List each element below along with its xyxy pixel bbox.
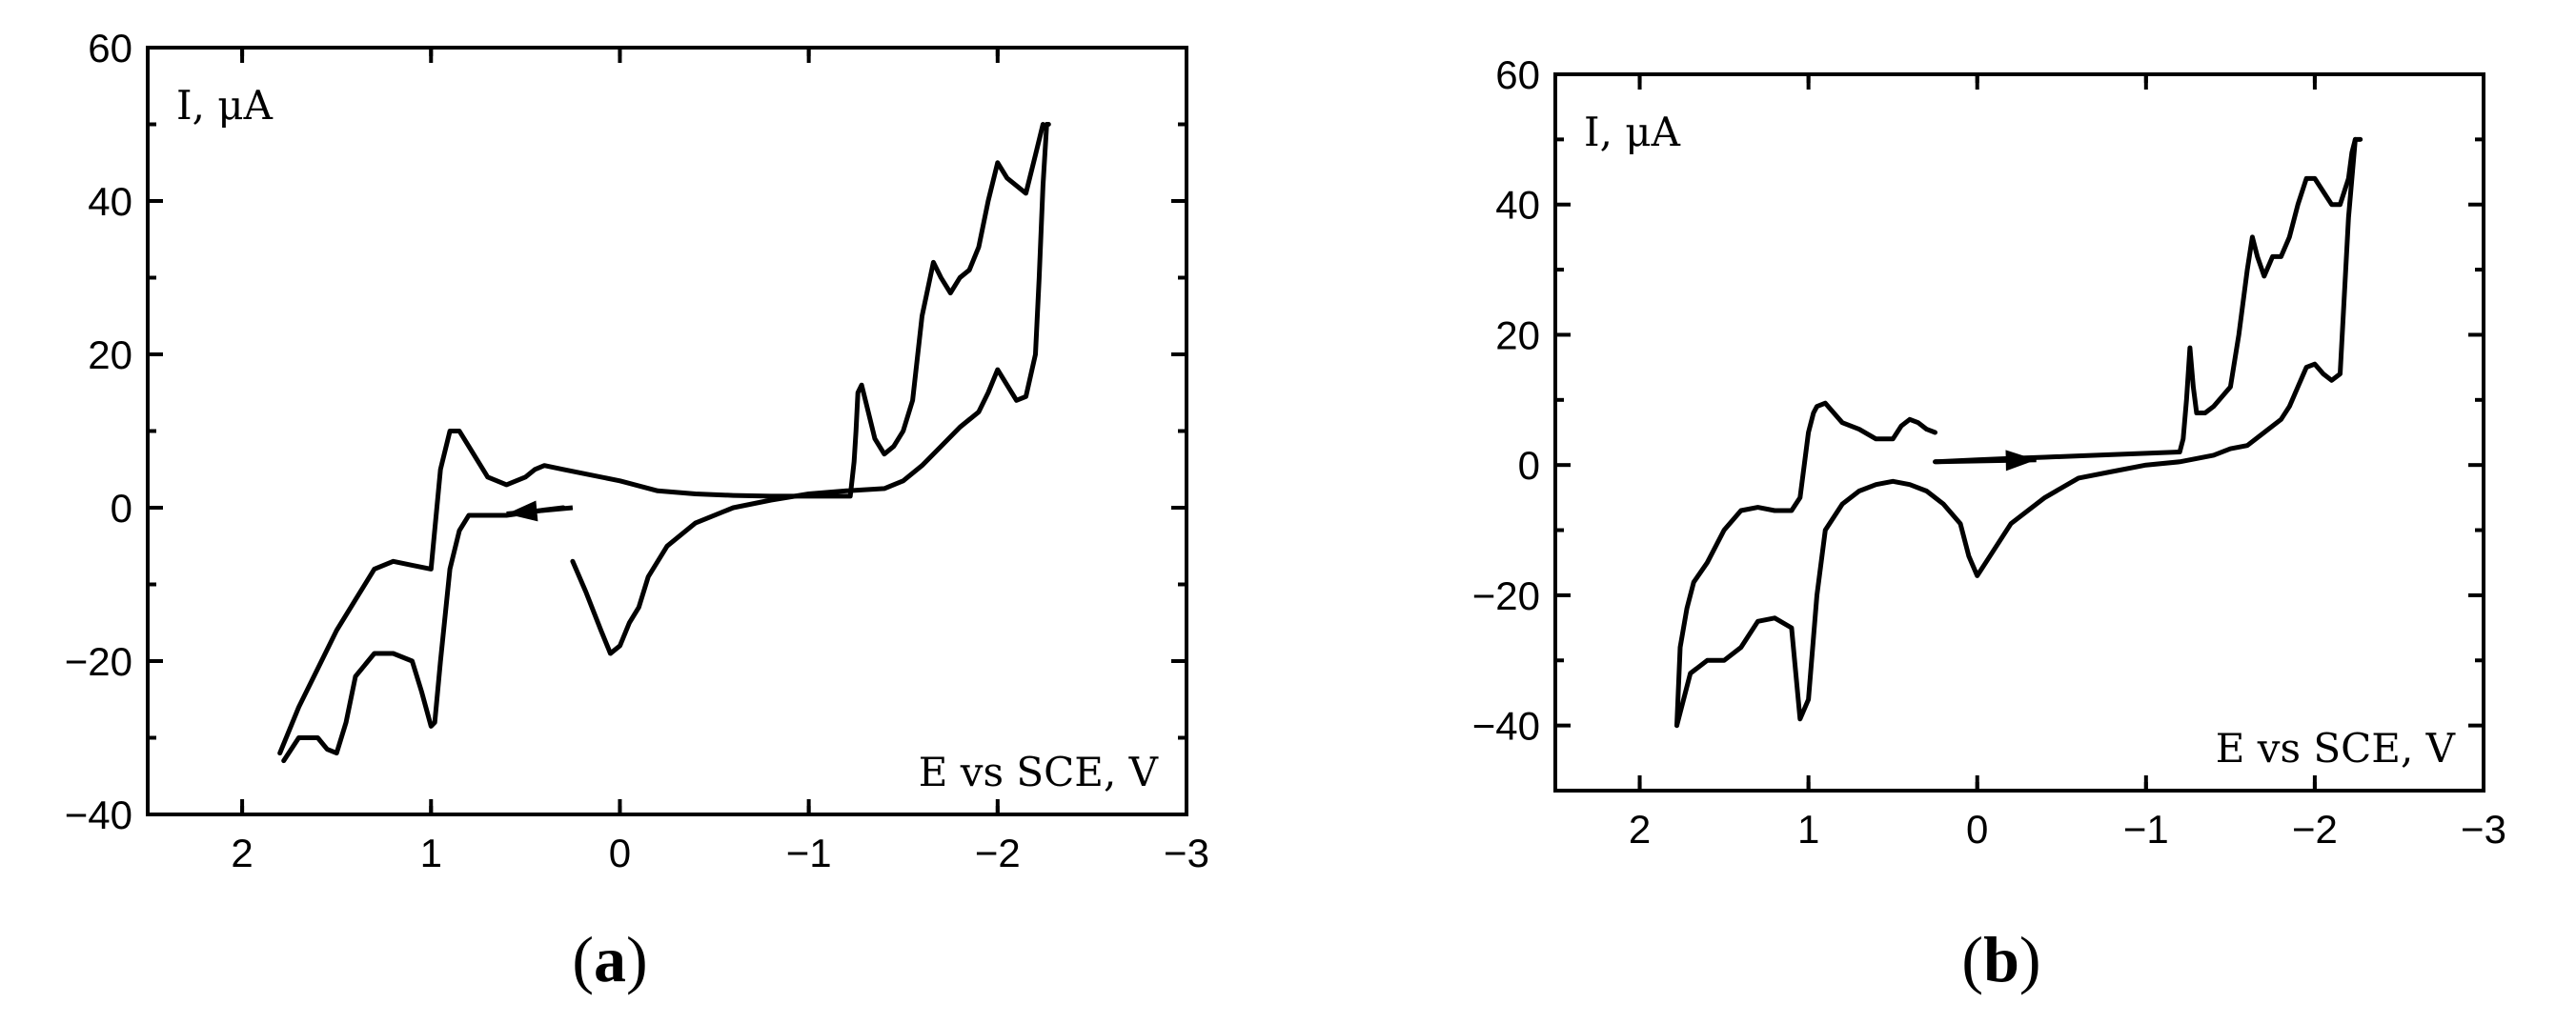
x-tick-label: −3: [2461, 807, 2506, 852]
x-tick-label: 1: [1797, 807, 1819, 852]
x-tick-label: 0: [609, 831, 631, 875]
caption-letter: a: [594, 923, 626, 995]
y-tick-label: 20: [88, 332, 132, 377]
scan-direction-arrow-head: [506, 500, 538, 522]
x-tick-label: 2: [1629, 807, 1651, 852]
caption-open-paren: (: [1961, 923, 1983, 995]
y-axis-label: I, μA: [1584, 109, 1681, 155]
y-tick-label: −20: [65, 639, 132, 684]
y-tick-label: 60: [88, 26, 132, 70]
y-tick-label: 0: [1518, 443, 1540, 488]
scan-direction-arrow-head: [2005, 450, 2037, 472]
caption-letter: b: [1983, 923, 2019, 995]
series-2-line: [1674, 136, 2358, 729]
y-tick-label: 60: [1495, 52, 1540, 97]
y-tick-label: −20: [1472, 573, 1540, 618]
x-axis-label: E vs SCE, V: [2216, 725, 2456, 772]
caption-open-paren: (: [572, 923, 594, 995]
y-tick-label: 0: [111, 486, 132, 531]
caption-close-paren: ): [2019, 923, 2041, 995]
x-tick-label: −1: [786, 831, 832, 875]
panel-caption: (a): [572, 923, 647, 995]
series-1-line: [570, 122, 1051, 656]
x-axis-label: E vs SCE, V: [919, 749, 1159, 795]
x-tick-label: 2: [231, 831, 253, 875]
x-tick-label: 1: [420, 831, 442, 875]
series-1-line: [1933, 136, 2363, 465]
y-tick-label: −40: [65, 793, 132, 837]
y-tick-label: 20: [1495, 312, 1540, 357]
y-tick-label: 40: [88, 179, 132, 224]
chart-panel-b: 2 1 0 −1 −2 −3 60 40 20 0 −20 −40 I, μA E vs SCE, V (b…: [1472, 52, 2506, 995]
x-tick-label: 0: [1966, 807, 1988, 852]
series-3-line: [281, 505, 566, 764]
caption-close-paren: ): [626, 923, 648, 995]
panel-caption: (b): [1961, 923, 2040, 995]
series-3-line: [1674, 400, 1937, 729]
x-tick-label: −2: [2292, 807, 2338, 852]
series-2-line: [277, 122, 1045, 756]
x-tick-label: −2: [975, 831, 1021, 875]
y-tick-label: −40: [1472, 704, 1540, 749]
y-tick-label: 40: [1495, 183, 1540, 228]
x-tick-label: −1: [2123, 807, 2169, 852]
x-tick-label: −3: [1164, 831, 1209, 875]
plot-frame: [1553, 72, 2485, 793]
chart-panel-a: 2 1 0 −1 −2 −3 60 40 20 0 −20 −40 I, μA E vs SCE, V (a…: [65, 26, 1209, 995]
y-axis-label: I, μA: [176, 82, 274, 129]
